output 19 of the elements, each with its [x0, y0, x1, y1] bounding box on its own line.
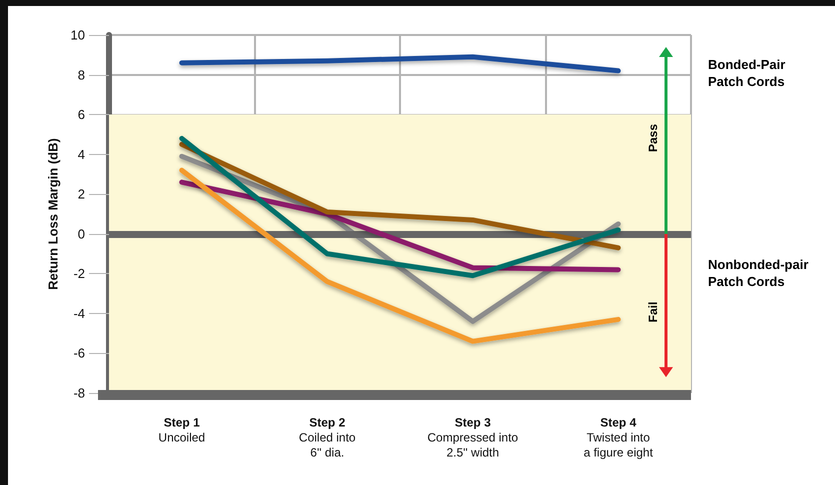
y-tick-label: -8 [73, 386, 85, 400]
y-tick-label: 0 [78, 226, 85, 242]
y-tick-label: 10 [70, 28, 85, 42]
annotation: Fail [646, 302, 660, 322]
y-tick-label: 6 [78, 107, 85, 122]
text: Bonded-Pair Patch Cords [708, 56, 786, 90]
text: Nonbonded-pair Patch Cords [708, 256, 808, 290]
y-tick-label: -2 [73, 266, 85, 282]
y-tick-label: -4 [73, 306, 85, 321]
x-tick-label: Step 2 Coiled into 6'' dia. [298, 416, 356, 460]
y-tick-label: 2 [78, 186, 85, 202]
x-tick-label: Step 3 Compressed into 2.5'' width [427, 416, 518, 460]
annotation: Pass [646, 124, 660, 152]
x-tick-label: Step 4 Twisted into a figure eight [584, 416, 654, 460]
y-axis-title: Return Loss Margin (dB) [46, 138, 61, 290]
y-tick-label: 8 [78, 67, 85, 82]
x-tick-label: Step 1 Uncoiled [158, 416, 206, 444]
y-tick-label: -6 [73, 346, 85, 361]
y-tick-label: 4 [78, 146, 85, 162]
